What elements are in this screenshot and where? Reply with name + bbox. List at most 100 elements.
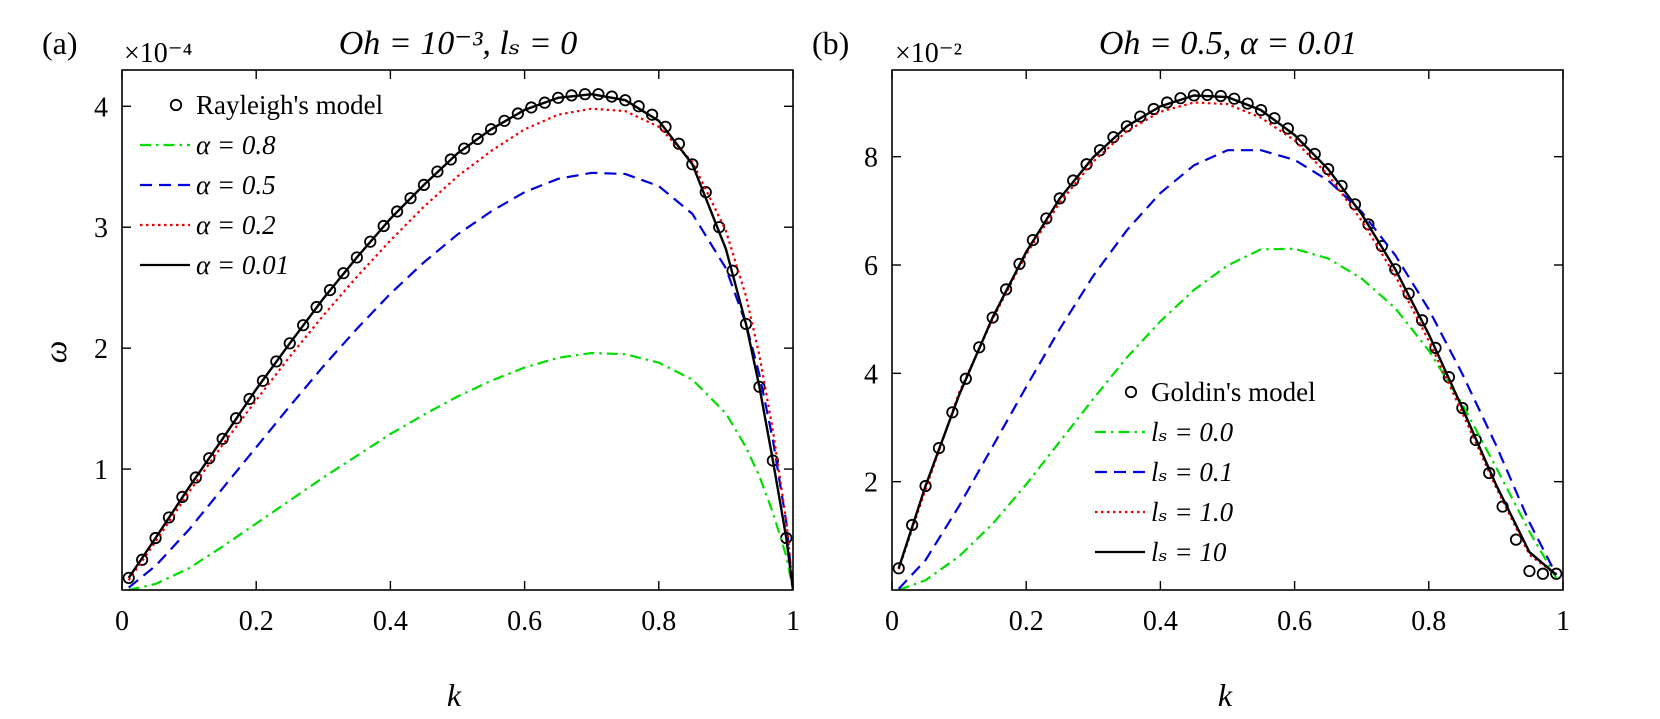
marker-point — [1308, 147, 1321, 161]
axes-frame — [121, 69, 794, 591]
marker-point — [525, 101, 538, 114]
marker-point — [1281, 122, 1294, 135]
marker-point — [297, 319, 310, 332]
x-axis-label-a: k — [447, 677, 462, 713]
legend-entry: Goldin's model — [1151, 377, 1316, 407]
y-tick-label: 4 — [864, 359, 878, 390]
x-tick-label: 0.2 — [1009, 606, 1044, 637]
marker-point — [1254, 103, 1268, 117]
title-a: Oh = 10⁻³, lₛ = 0 — [339, 25, 577, 62]
y-exponent-b: ×10⁻² — [895, 38, 962, 69]
marker-point — [1053, 192, 1066, 205]
marker-point — [162, 511, 176, 524]
marker-point — [203, 452, 216, 465]
marker-point — [136, 553, 149, 566]
marker-point — [686, 158, 699, 171]
marker-point — [431, 165, 444, 178]
legend-entry: α = 0.5 — [196, 170, 276, 200]
y-tick-label: 2 — [864, 468, 878, 499]
marker-point — [1523, 564, 1536, 578]
marker-point — [122, 571, 135, 585]
marker-point — [1067, 174, 1080, 187]
series-line — [897, 149, 1558, 590]
marker-point — [1536, 567, 1549, 580]
marker-point — [444, 153, 457, 166]
marker-point — [189, 471, 202, 484]
marker-point — [1107, 131, 1120, 144]
marker-point — [310, 300, 323, 314]
marker-point — [176, 490, 189, 503]
series-line — [127, 107, 793, 590]
marker-point — [959, 372, 972, 385]
x-axis-label-b: k — [1218, 677, 1233, 713]
series-line — [128, 351, 793, 590]
x-tick-label: 1 — [1556, 606, 1570, 637]
x-tick-label: 0.6 — [507, 606, 542, 637]
series-line — [898, 247, 1558, 590]
marker-point — [256, 374, 270, 387]
x-tick-label: 0.8 — [641, 606, 676, 637]
x-tick-label: 0.8 — [1411, 606, 1446, 637]
marker-point — [391, 205, 404, 218]
marker-point — [350, 251, 363, 264]
panel-label-b: (b) — [812, 25, 849, 61]
panel-label-a: (a) — [42, 25, 78, 61]
x-tick-label: 0 — [885, 606, 899, 637]
x-tick-label: 0.2 — [239, 606, 274, 637]
marker-point — [323, 283, 337, 297]
marker-point — [932, 441, 946, 455]
marker-point — [364, 235, 377, 248]
marker-point — [471, 132, 484, 146]
marker-point — [377, 219, 390, 233]
legend-entry: lₛ = 0.0 — [1151, 417, 1234, 447]
x-tick-label: 0.6 — [1277, 606, 1312, 637]
legend-entry: α = 0.8 — [196, 130, 276, 160]
marker-point — [538, 96, 551, 109]
marker-point — [149, 531, 162, 545]
marker-point — [404, 192, 417, 205]
marker-point — [973, 341, 986, 354]
marker-point — [243, 392, 256, 406]
y-tick-label: 4 — [94, 92, 108, 123]
title-b: Oh = 0.5, α = 0.01 — [1099, 25, 1357, 62]
marker-point — [511, 107, 524, 120]
legend-entry: α = 0.01 — [196, 250, 289, 280]
marker-point — [946, 406, 959, 419]
y-exponent-a: ×10⁻⁴ — [124, 38, 192, 69]
series-line — [897, 94, 1558, 576]
marker-point — [283, 337, 296, 350]
panel-b: (b) ×10⁻² Oh = 0.5, α = 0.01 k 0 0.2 0.4 0.… — [812, 25, 1570, 713]
marker-point — [986, 311, 999, 324]
legend-entry: lₛ = 10 — [1151, 537, 1227, 567]
series-line — [897, 101, 1557, 576]
marker-point — [1456, 401, 1469, 415]
marker-point — [1402, 287, 1415, 300]
axes-frame — [891, 69, 1564, 591]
marker-point — [919, 479, 932, 493]
marker-point — [417, 178, 431, 191]
y-axis-label-a: ω — [37, 341, 73, 364]
marker-point — [659, 120, 672, 133]
panel-a: (a) ×10⁻⁴ Oh = 10⁻³, lₛ = 0 ω k 0 0.2 0.4 0… — [37, 25, 800, 713]
marker-point — [270, 355, 283, 368]
y-tick-label: 8 — [864, 143, 878, 174]
y-tick-label: 3 — [94, 213, 108, 244]
marker-point — [1147, 102, 1160, 116]
marker-point — [1026, 233, 1040, 247]
x-tick-label: 0 — [115, 606, 129, 637]
marker-point — [1268, 112, 1281, 125]
marker-point — [337, 267, 350, 280]
legend: Goldin's model lₛ = 0.0 lₛ = 0.1 lₛ = 1.0 lₛ… — [1095, 377, 1316, 567]
marker-point — [216, 432, 229, 445]
y-tick-label: 2 — [94, 334, 108, 365]
y-tick-label: 6 — [864, 251, 878, 282]
legend-entry: lₛ = 1.0 — [1151, 497, 1234, 527]
marker-point — [1040, 212, 1053, 225]
marker-point — [1469, 433, 1482, 447]
legend-marker — [169, 98, 183, 112]
marker-point — [1550, 567, 1563, 580]
marker-point — [892, 562, 905, 575]
y-tick-label: 1 — [94, 455, 108, 486]
x-tick-label: 1 — [786, 606, 800, 637]
